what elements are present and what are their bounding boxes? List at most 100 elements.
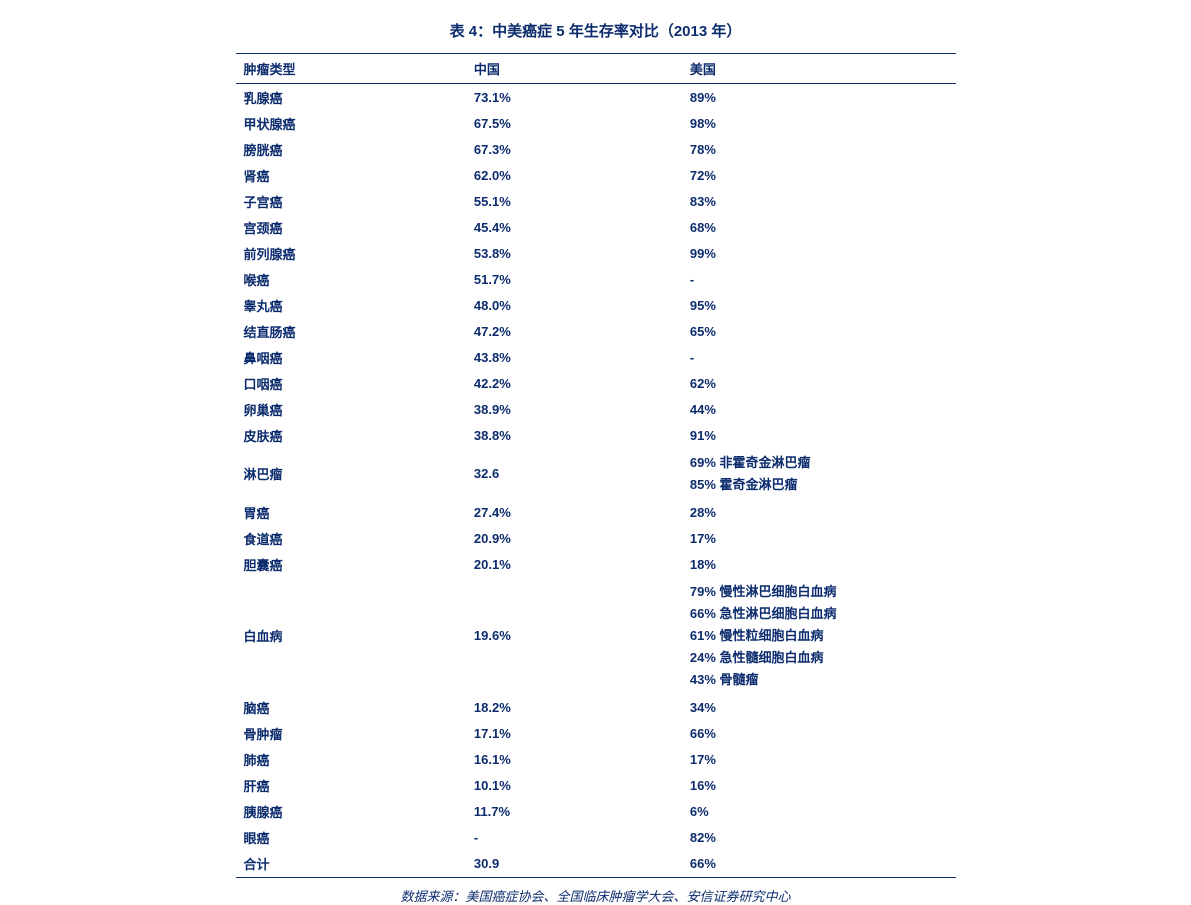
table-title: 表 4：中美癌症 5 年生存率对比（2013 年） [236, 20, 956, 41]
cell-us: 62% [682, 370, 956, 396]
table-row: 皮肤癌38.8%91% [236, 422, 956, 448]
table-row: 子宫癌55.1%83% [236, 188, 956, 214]
header-china: 中国 [466, 54, 682, 84]
table-header-row: 肿瘤类型 中国 美国 [236, 54, 956, 84]
table-row: 乳腺癌73.1%89% [236, 84, 956, 111]
header-us: 美国 [682, 54, 956, 84]
cell-china: 42.2% [466, 370, 682, 396]
cell-tumor-type: 卵巢癌 [236, 396, 466, 422]
table-row: 脑癌18.2%34% [236, 695, 956, 721]
cell-us: 91% [682, 422, 956, 448]
cell-us: 82% [682, 825, 956, 851]
cell-us: 98% [682, 110, 956, 136]
cell-tumor-type: 脑癌 [236, 695, 466, 721]
table-row: 膀胱癌67.3%78% [236, 136, 956, 162]
cell-china: 62.0% [466, 162, 682, 188]
cell-tumor-type: 口咽癌 [236, 370, 466, 396]
cell-tumor-type: 前列腺癌 [236, 240, 466, 266]
cell-us: 89% [682, 84, 956, 111]
cell-tumor-type: 喉癌 [236, 266, 466, 292]
cell-tumor-type: 胆囊癌 [236, 551, 466, 577]
cell-china: 45.4% [466, 214, 682, 240]
table-row: 胰腺癌11.7%6% [236, 799, 956, 825]
cell-us: 79% 慢性淋巴细胞白血病66% 急性淋巴细胞白血病61% 慢性粒细胞白血病24… [682, 577, 956, 694]
survival-rate-table: 肿瘤类型 中国 美国 乳腺癌73.1%89%甲状腺癌67.5%98%膀胱癌67.… [236, 53, 956, 878]
cell-china: 27.4% [466, 499, 682, 525]
table-row: 胆囊癌20.1%18% [236, 551, 956, 577]
table-row: 合计30.966% [236, 851, 956, 878]
cell-us: 72% [682, 162, 956, 188]
cell-china: 67.5% [466, 110, 682, 136]
cell-tumor-type: 胰腺癌 [236, 799, 466, 825]
table-caption: 数据来源：美国癌症协会、全国临床肿瘤学大会、安信证券研究中心 [236, 886, 956, 905]
cell-tumor-type: 睾丸癌 [236, 292, 466, 318]
cell-tumor-type: 眼癌 [236, 825, 466, 851]
table-row: 食道癌20.9%17% [236, 525, 956, 551]
table-row: 肝癌10.1%16% [236, 773, 956, 799]
cell-us: 95% [682, 292, 956, 318]
cell-us: - [682, 266, 956, 292]
cell-china: 51.7% [466, 266, 682, 292]
cell-tumor-type: 肺癌 [236, 747, 466, 773]
cell-tumor-type: 膀胱癌 [236, 136, 466, 162]
cell-tumor-type: 合计 [236, 851, 466, 878]
cell-china: 73.1% [466, 84, 682, 111]
cell-us: 99% [682, 240, 956, 266]
table-row: 眼癌-82% [236, 825, 956, 851]
cell-china: 16.1% [466, 747, 682, 773]
cell-china: 18.2% [466, 695, 682, 721]
cell-us: 69% 非霍奇金淋巴瘤85% 霍奇金淋巴瘤 [682, 448, 956, 499]
cell-tumor-type: 鼻咽癌 [236, 344, 466, 370]
table-row: 甲状腺癌67.5%98% [236, 110, 956, 136]
cell-us: 18% [682, 551, 956, 577]
cell-china: 53.8% [466, 240, 682, 266]
table-row: 睾丸癌48.0%95% [236, 292, 956, 318]
cell-tumor-type: 胃癌 [236, 499, 466, 525]
table-row: 宫颈癌45.4%68% [236, 214, 956, 240]
cell-us: 28% [682, 499, 956, 525]
cell-us: 44% [682, 396, 956, 422]
cell-tumor-type: 皮肤癌 [236, 422, 466, 448]
cell-china: - [466, 825, 682, 851]
table-row: 白血病19.6%79% 慢性淋巴细胞白血病66% 急性淋巴细胞白血病61% 慢性… [236, 577, 956, 694]
cell-us: - [682, 344, 956, 370]
table-row: 口咽癌42.2%62% [236, 370, 956, 396]
table-row: 肺癌16.1%17% [236, 747, 956, 773]
cell-us: 34% [682, 695, 956, 721]
table-row: 结直肠癌47.2%65% [236, 318, 956, 344]
cell-china: 30.9 [466, 851, 682, 878]
cell-china: 20.1% [466, 551, 682, 577]
cell-us: 6% [682, 799, 956, 825]
table-row: 胃癌27.4%28% [236, 499, 956, 525]
header-tumor-type: 肿瘤类型 [236, 54, 466, 84]
cell-china: 10.1% [466, 773, 682, 799]
cell-us: 66% [682, 721, 956, 747]
cell-tumor-type: 淋巴瘤 [236, 448, 466, 499]
cell-tumor-type: 食道癌 [236, 525, 466, 551]
table-row: 卵巢癌38.9%44% [236, 396, 956, 422]
cell-us: 83% [682, 188, 956, 214]
cell-tumor-type: 甲状腺癌 [236, 110, 466, 136]
table-row: 骨肿瘤17.1%66% [236, 721, 956, 747]
cell-china: 11.7% [466, 799, 682, 825]
cell-us: 65% [682, 318, 956, 344]
cell-china: 19.6% [466, 577, 682, 694]
cell-tumor-type: 宫颈癌 [236, 214, 466, 240]
cell-us: 68% [682, 214, 956, 240]
cell-us: 78% [682, 136, 956, 162]
cell-china: 67.3% [466, 136, 682, 162]
cell-tumor-type: 骨肿瘤 [236, 721, 466, 747]
cell-china: 55.1% [466, 188, 682, 214]
cell-china: 43.8% [466, 344, 682, 370]
cell-tumor-type: 子宫癌 [236, 188, 466, 214]
cell-china: 20.9% [466, 525, 682, 551]
cell-us: 66% [682, 851, 956, 878]
cell-us: 16% [682, 773, 956, 799]
cell-china: 48.0% [466, 292, 682, 318]
cell-tumor-type: 白血病 [236, 577, 466, 694]
cell-china: 47.2% [466, 318, 682, 344]
cell-china: 38.8% [466, 422, 682, 448]
cell-us: 17% [682, 747, 956, 773]
table-row: 肾癌62.0%72% [236, 162, 956, 188]
cell-us: 17% [682, 525, 956, 551]
